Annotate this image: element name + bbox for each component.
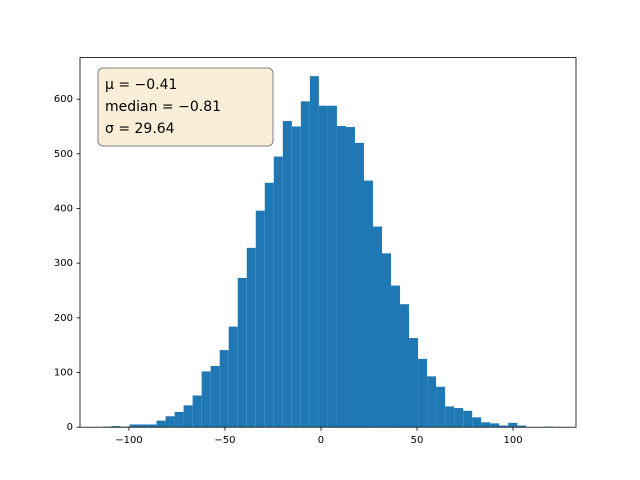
y-tick-label: 300 bbox=[54, 258, 73, 269]
bar bbox=[508, 422, 518, 428]
bar bbox=[165, 416, 175, 428]
bar bbox=[273, 156, 283, 428]
annotation-box: μ = −0.41 median = −0.81 σ = 29.64 bbox=[97, 67, 274, 147]
x-tick-label: 50 bbox=[411, 435, 424, 446]
bar bbox=[418, 358, 428, 428]
bar bbox=[481, 422, 491, 428]
bar bbox=[445, 406, 455, 428]
bar bbox=[354, 142, 364, 428]
bar bbox=[138, 424, 148, 428]
bar bbox=[409, 338, 419, 428]
bar bbox=[499, 425, 509, 428]
bar bbox=[201, 371, 211, 428]
bar bbox=[210, 365, 220, 428]
bar bbox=[156, 420, 166, 428]
bar bbox=[219, 350, 229, 428]
bar bbox=[318, 105, 328, 428]
annotation-line: σ = 29.64 bbox=[105, 121, 175, 137]
bar bbox=[237, 277, 247, 428]
x-tick-label: 100 bbox=[503, 435, 522, 446]
bar bbox=[517, 425, 527, 428]
x-tick-label: 0 bbox=[318, 435, 324, 446]
bar bbox=[147, 424, 157, 428]
bar bbox=[436, 386, 446, 428]
bar bbox=[246, 247, 256, 428]
bar bbox=[454, 408, 464, 428]
bar bbox=[391, 285, 401, 428]
bar bbox=[129, 424, 139, 428]
bar bbox=[183, 405, 193, 428]
bar bbox=[427, 376, 437, 428]
annotation-line: median = −0.81 bbox=[105, 99, 221, 115]
y-tick-label: 200 bbox=[54, 313, 73, 324]
bar bbox=[372, 226, 383, 428]
bar bbox=[327, 105, 337, 428]
y-tick-label: 600 bbox=[54, 94, 73, 105]
annotation-frame bbox=[97, 67, 274, 147]
bar bbox=[192, 395, 202, 428]
x-tick-label: −100 bbox=[115, 435, 142, 446]
bar bbox=[472, 417, 482, 428]
bar bbox=[336, 125, 346, 428]
bar bbox=[282, 121, 292, 428]
bar bbox=[309, 76, 319, 428]
bar bbox=[291, 126, 301, 428]
bar bbox=[363, 180, 373, 428]
bar bbox=[300, 101, 310, 428]
bar bbox=[400, 304, 410, 428]
bar bbox=[174, 411, 184, 428]
bar bbox=[255, 210, 265, 428]
bar bbox=[463, 410, 473, 428]
y-tick-label: 500 bbox=[54, 149, 73, 160]
x-tick-label: −50 bbox=[214, 435, 235, 446]
bar bbox=[490, 423, 500, 428]
y-tick-label: 100 bbox=[54, 368, 73, 379]
annotation-line: μ = −0.41 bbox=[105, 77, 177, 93]
bar bbox=[345, 127, 355, 428]
plot-frame bbox=[79, 57, 577, 428]
bar bbox=[228, 326, 238, 428]
y-tick-label: 0 bbox=[67, 422, 73, 433]
y-tick-label: 400 bbox=[54, 204, 73, 215]
bar bbox=[264, 182, 274, 428]
bar bbox=[111, 426, 121, 428]
bar bbox=[382, 253, 392, 428]
